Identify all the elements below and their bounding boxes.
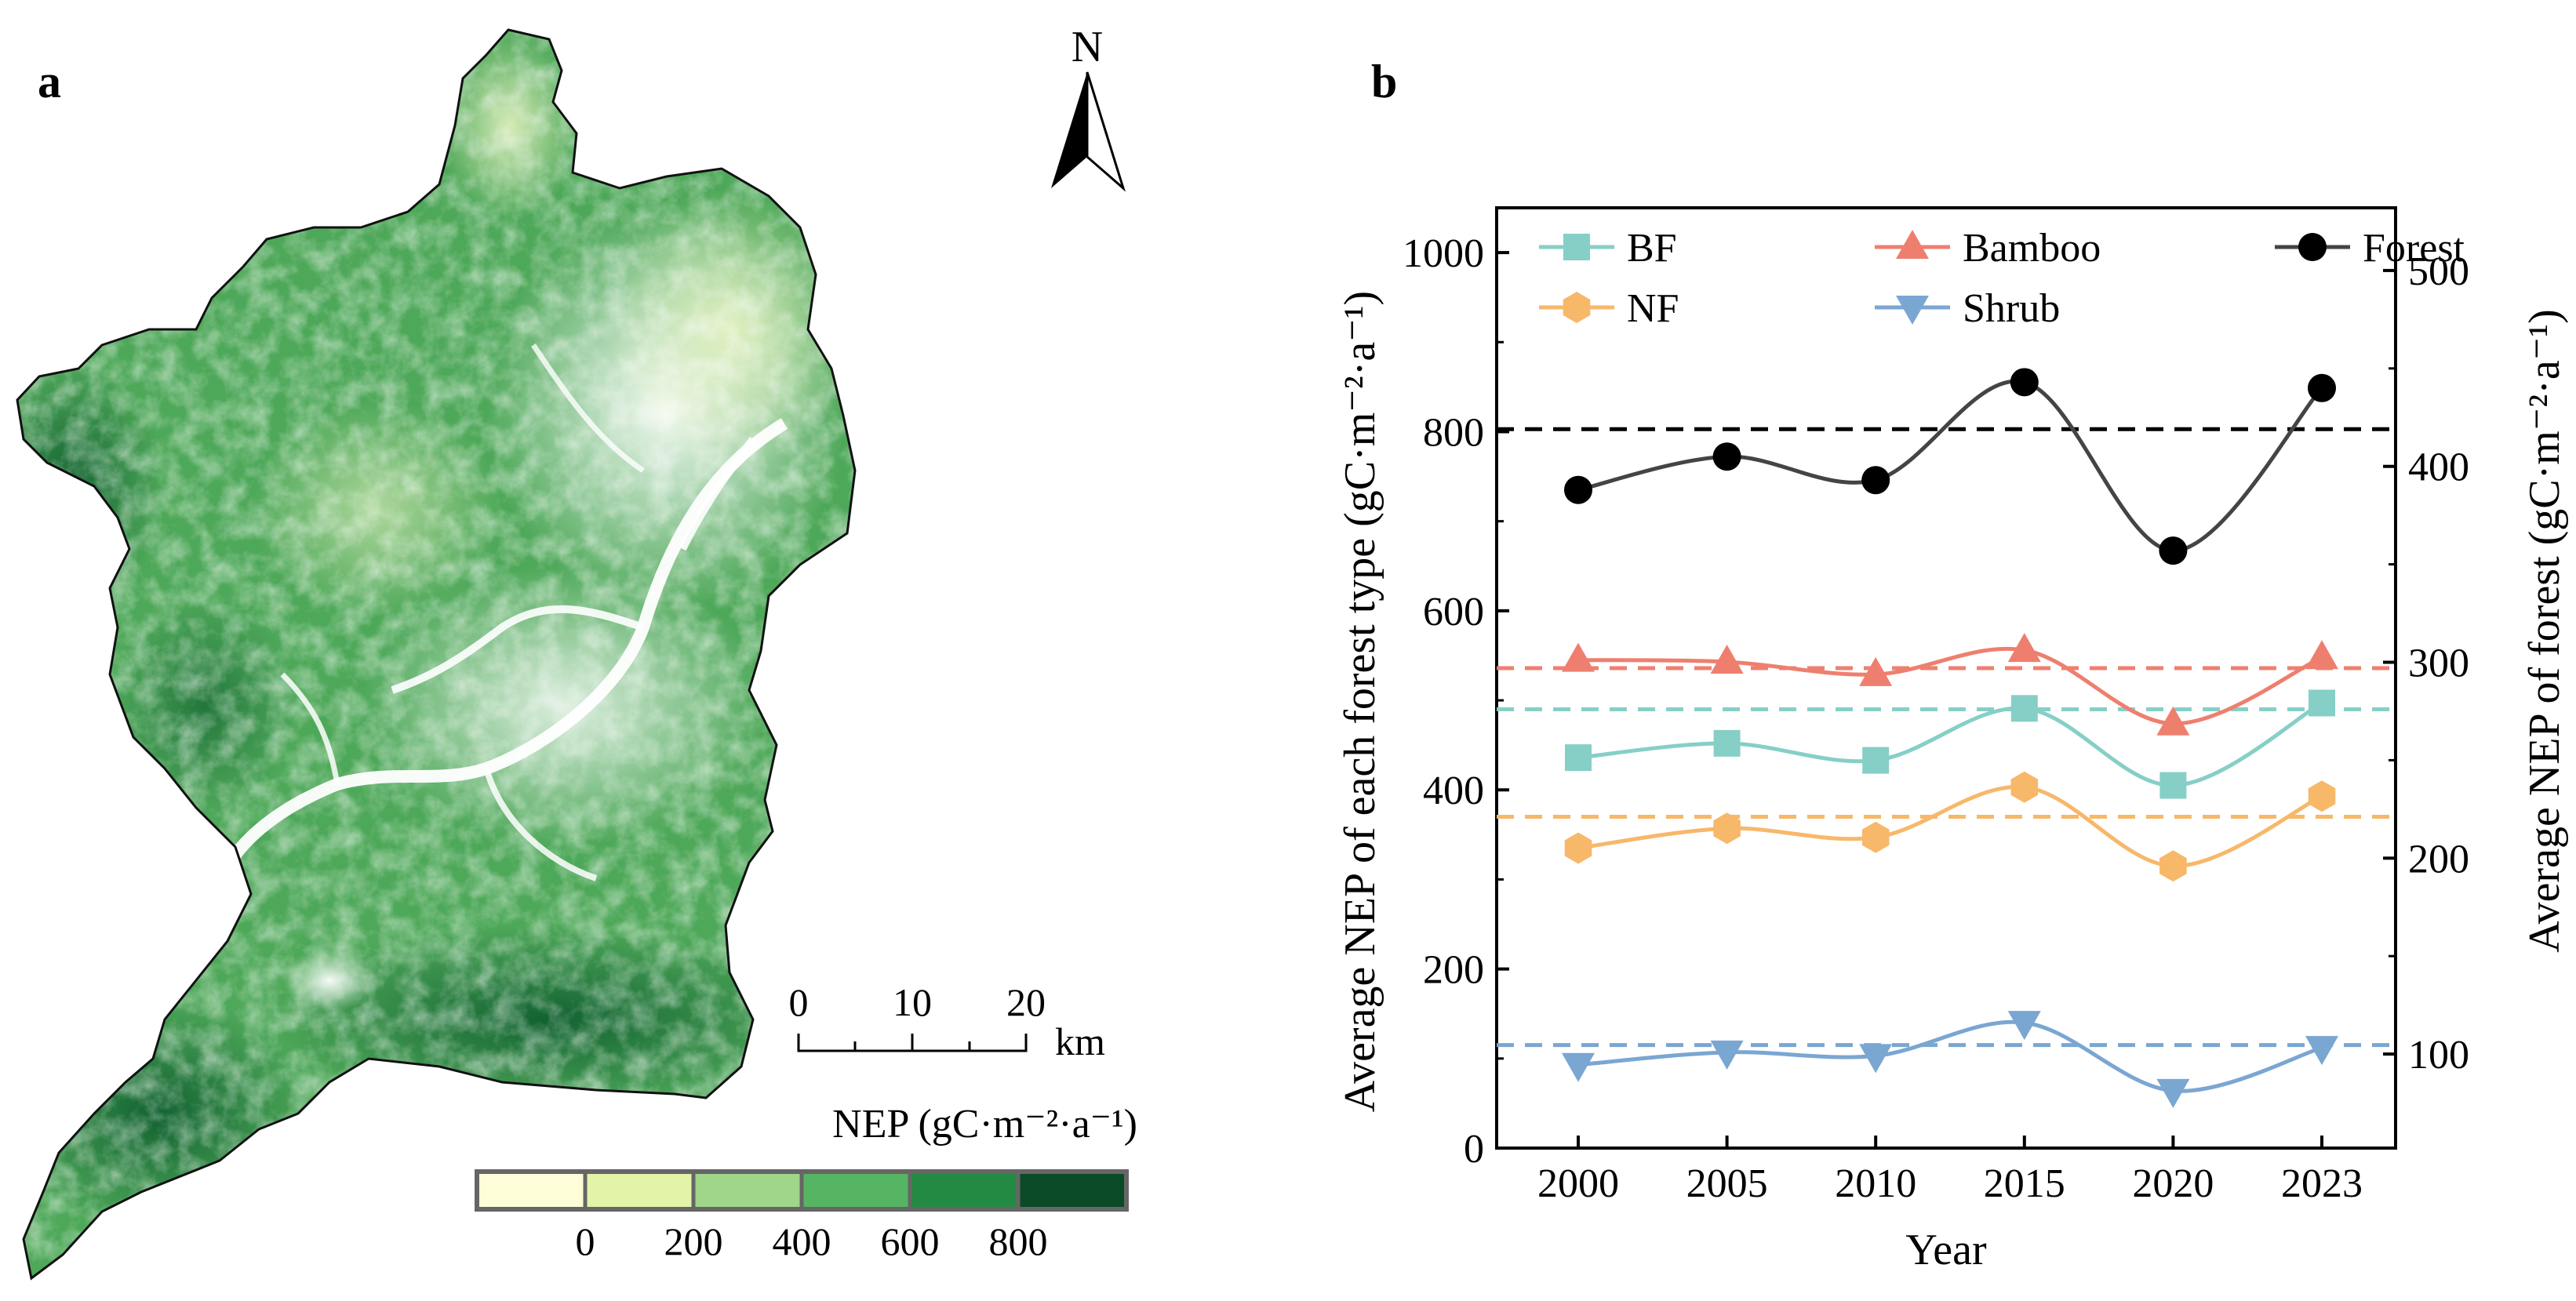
point-bamboo-2015 xyxy=(2007,633,2041,663)
point-bamboo-2020 xyxy=(2156,706,2190,736)
point-shrub-2005 xyxy=(1710,1040,1744,1070)
scale-tick-20: 20 xyxy=(1006,980,1046,1024)
point-shrub-2020 xyxy=(2156,1078,2190,1108)
point-bf-2005 xyxy=(1713,729,1741,757)
legend-label-nf: NF xyxy=(1627,286,1679,331)
point-forest-2000 xyxy=(1564,475,1592,504)
point-forest-2005 xyxy=(1712,442,1741,471)
north-label: N xyxy=(1072,23,1103,71)
point-bamboo-2000 xyxy=(1562,642,1595,672)
y-left-tick-label-600: 600 xyxy=(1423,590,1484,634)
point-nf-2020 xyxy=(2159,850,2187,882)
point-forest-2023 xyxy=(2308,373,2336,402)
point-bf-2020 xyxy=(2159,772,2187,799)
point-nf-2023 xyxy=(2308,780,2336,812)
point-forest-2020 xyxy=(2159,536,2188,565)
point-forest-2015 xyxy=(2010,368,2039,397)
point-shrub-2010 xyxy=(1859,1044,1893,1074)
series-line-forest xyxy=(1577,379,2323,553)
series-line-nf xyxy=(1577,784,2323,868)
series-line-bamboo xyxy=(1577,646,2323,726)
y-left-tick-label-1000: 1000 xyxy=(1403,231,1484,276)
x-tick-label-2020: 2020 xyxy=(2132,1161,2214,1206)
y-left-tick-label-200: 200 xyxy=(1423,948,1484,993)
legend-marker-shrub xyxy=(1896,296,1929,325)
y-right-tick-label-200: 200 xyxy=(2408,837,2469,881)
plot-frame xyxy=(1495,206,2397,1150)
region-boundary xyxy=(16,28,857,1281)
nep-legend-tick-400: 400 xyxy=(773,1219,831,1263)
x-tick-label-2000: 2000 xyxy=(1537,1161,1619,1206)
point-bamboo-2010 xyxy=(1859,656,1893,686)
panel-label-a: a xyxy=(38,56,61,107)
y-right-axis-title: Average NEP of forest (gC·m⁻²·a⁻¹) xyxy=(2520,309,2569,952)
point-shrub-2015 xyxy=(2007,1011,2041,1041)
legend-marker-bf xyxy=(1563,234,1590,260)
legend-label-bf: BF xyxy=(1627,226,1677,271)
point-bamboo-2005 xyxy=(1710,644,1744,674)
point-shrub-2023 xyxy=(2305,1036,2338,1066)
point-nf-2015 xyxy=(2010,771,2039,803)
series-line-shrub xyxy=(1577,1019,2323,1093)
y-left-tick-label-800: 800 xyxy=(1423,410,1484,455)
nep-legend-ticks: 0 200 400 600 800 xyxy=(576,1219,1048,1263)
nep-legend-tick-0: 0 xyxy=(576,1219,595,1263)
nep-legend-swatch-1 xyxy=(583,1169,696,1212)
legend-marker-bamboo xyxy=(1896,230,1929,259)
legend-label-shrub: Shrub xyxy=(1963,286,2060,331)
north-arrow-icon: N xyxy=(1051,23,1126,192)
scale-tick-0: 0 xyxy=(789,980,809,1024)
legend-label-bamboo: Bamboo xyxy=(1963,226,2101,271)
point-bamboo-2023 xyxy=(2305,640,2338,670)
legend-label-forest: Forest xyxy=(2363,226,2465,271)
scale-tick-10: 10 xyxy=(893,980,932,1024)
y-left-tick-label-0: 0 xyxy=(1464,1127,1484,1172)
scale-unit: km xyxy=(1055,1019,1105,1063)
panel-label-b: b xyxy=(1371,56,1398,107)
nep-legend-tick-600: 600 xyxy=(881,1219,940,1263)
point-bf-2000 xyxy=(1565,744,1592,772)
nep-legend-swatch-4 xyxy=(908,1169,1021,1212)
x-tick-label-2023: 2023 xyxy=(2281,1161,2363,1206)
nep-legend-tick-200: 200 xyxy=(664,1219,723,1263)
legend-marker-forest xyxy=(2298,233,2327,261)
x-axis-title: Year xyxy=(1905,1226,1987,1274)
y-left-axis-title: Average NEP of each forest type (gC·m⁻²·… xyxy=(1336,291,1384,1112)
point-bf-2010 xyxy=(1862,747,1890,774)
point-bf-2015 xyxy=(2010,695,2038,722)
nep-map-panel: N 0 10 20 km NEP (gC·m⁻²·a⁻¹) 0 200 400 600… xyxy=(16,23,1137,1281)
point-nf-2005 xyxy=(1713,812,1741,845)
point-nf-2000 xyxy=(1564,832,1592,864)
x-tick-label-2015: 2015 xyxy=(1984,1161,2065,1206)
nep-legend-swatch-3 xyxy=(799,1169,912,1212)
nep-legend: NEP (gC·m⁻²·a⁻¹) 0 200 400 600 800 xyxy=(475,1102,1137,1263)
nep-legend-tick-800: 800 xyxy=(989,1219,1048,1263)
y-left-tick-label-400: 400 xyxy=(1423,769,1484,813)
y-right-tick-label-300: 300 xyxy=(2408,641,2469,686)
scale-bar: 0 10 20 km xyxy=(789,980,1106,1063)
point-bf-2023 xyxy=(2309,689,2335,717)
x-tick-label-2010: 2010 xyxy=(1835,1161,1916,1206)
nep-legend-title: NEP (gC·m⁻²·a⁻¹) xyxy=(832,1102,1137,1147)
point-forest-2010 xyxy=(1861,466,1890,495)
y-right-tick-label-100: 100 xyxy=(2408,1033,2469,1078)
point-shrub-2000 xyxy=(1562,1052,1595,1082)
point-nf-2010 xyxy=(1861,821,1890,853)
y-right-tick-label-500: 500 xyxy=(2408,249,2469,294)
x-tick-label-2005: 2005 xyxy=(1686,1161,1768,1206)
legend-marker-nf xyxy=(1563,292,1591,323)
y-right-tick-label-400: 400 xyxy=(2408,445,2469,490)
